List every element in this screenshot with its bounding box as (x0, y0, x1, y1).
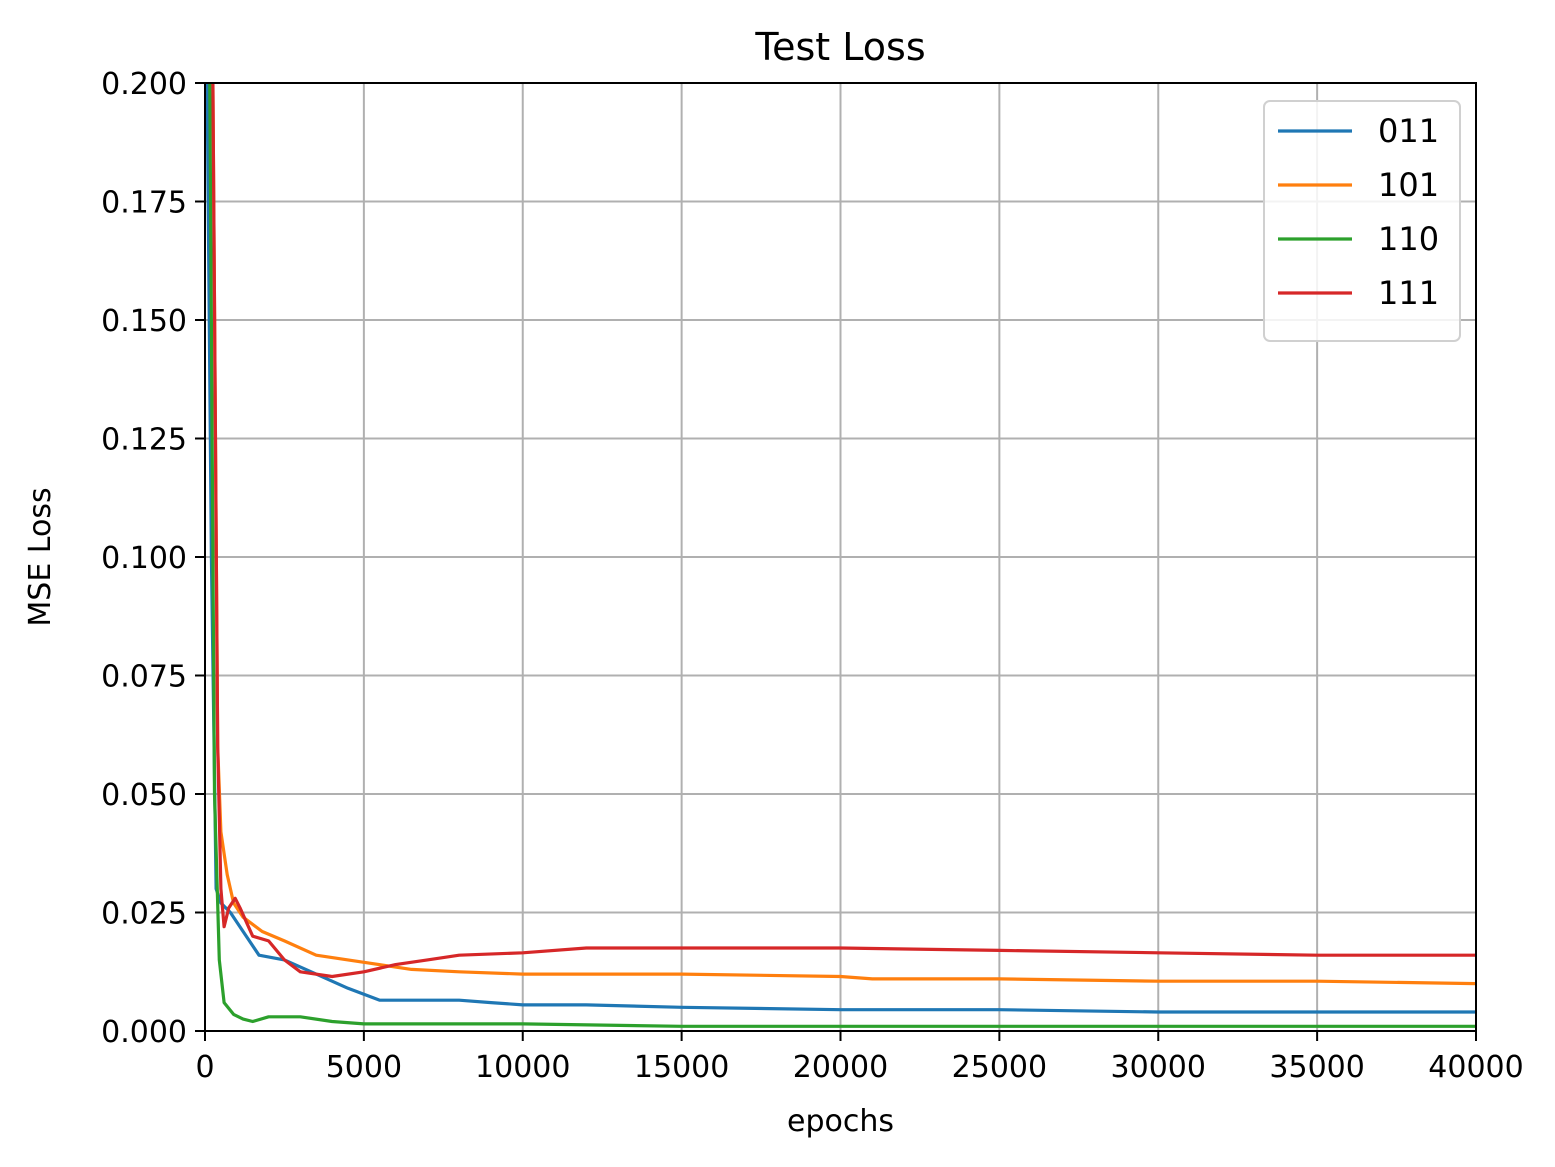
legend: 011 101 110 111 (1263, 100, 1461, 342)
legend-label-111: 111 (1378, 274, 1439, 312)
legend-label-110: 110 (1378, 220, 1439, 258)
series-line-111 (211, 83, 1476, 979)
y-tick-label: 0.200 (101, 67, 187, 102)
x-tick-label: 35000 (1269, 1050, 1364, 1085)
legend-box (1263, 100, 1461, 342)
legend-label-011: 011 (1378, 112, 1439, 150)
x-tick-label: 20000 (793, 1050, 888, 1085)
y-tick-label: 0.050 (101, 778, 187, 813)
y-tick-label: 0.075 (101, 660, 187, 695)
x-tick-label: 30000 (1111, 1050, 1206, 1085)
series-line-110 (208, 83, 1476, 1028)
x-tick-label: 10000 (475, 1050, 570, 1085)
y-tick-label: 0.100 (101, 541, 187, 576)
series-line-101 (211, 83, 1476, 986)
y-tick-label: 0.000 (101, 1015, 187, 1050)
y-tick-label: 0.150 (101, 304, 187, 339)
x-tick-label: 0 (195, 1050, 214, 1085)
chart-title: Test Loss (754, 25, 925, 69)
x-axis-label: epochs (787, 1104, 894, 1139)
y-tick-label: 0.125 (101, 423, 187, 458)
y-tick-label: 0.175 (101, 186, 187, 221)
x-tick-label: 25000 (952, 1050, 1047, 1085)
x-tick-label: 40000 (1428, 1050, 1523, 1085)
legend-label-101: 101 (1378, 166, 1439, 204)
series-lines (205, 83, 1476, 1028)
y-tick-label: 0.025 (101, 897, 187, 932)
series-line-011 (205, 83, 1476, 1014)
x-tick-label: 5000 (326, 1050, 402, 1085)
axis-ticks: 0 5000 10000 15000 20000 25000 30000 35000 40000… (101, 67, 1524, 1085)
x-tick-label: 15000 (634, 1050, 729, 1085)
y-axis-label: MSE Loss (23, 487, 58, 626)
